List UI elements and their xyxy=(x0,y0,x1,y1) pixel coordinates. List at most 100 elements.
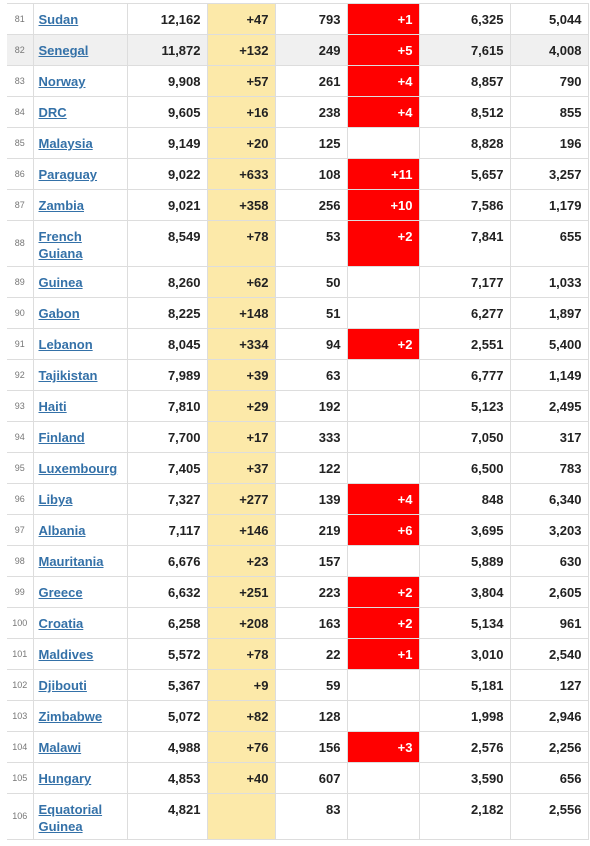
total-deaths-cell: 793 xyxy=(274,3,348,35)
country-cell: Lebanon xyxy=(32,328,128,360)
country-link[interactable]: Malawi xyxy=(38,740,82,755)
active-cases-cell: 6,340 xyxy=(509,483,589,515)
new-deaths-cell: +4 xyxy=(346,65,420,97)
country-cell: Mauritania xyxy=(32,545,128,577)
rank-cell: 84 xyxy=(7,96,34,128)
new-cases-cell: +78 xyxy=(206,638,276,670)
table-row: 97 Albania 7,117 +146 219 +6 3,695 3,203 xyxy=(7,514,589,546)
new-cases-cell: +29 xyxy=(206,390,276,422)
recovered-cell: 5,889 xyxy=(418,545,511,577)
active-cases-cell: 2,256 xyxy=(509,731,589,763)
recovered-cell: 5,134 xyxy=(418,607,511,639)
country-link[interactable]: Tajikistan xyxy=(38,368,98,383)
total-cases-cell: 7,327 xyxy=(126,483,208,515)
country-link[interactable]: Djibouti xyxy=(38,678,87,693)
rank-cell: 104 xyxy=(7,731,34,763)
recovered-cell: 6,325 xyxy=(418,3,511,35)
country-link[interactable]: Zimbabwe xyxy=(38,709,103,724)
new-cases-cell: +40 xyxy=(206,762,276,794)
country-cell: Albania xyxy=(32,514,128,546)
country-link[interactable]: Mauritania xyxy=(38,554,104,569)
table-row: 98 Mauritania 6,676 +23 157 5,889 630 xyxy=(7,545,589,577)
table-row: 88 French Guiana 8,549 +78 53 +2 7,841 655 xyxy=(7,220,589,267)
country-link[interactable]: Finland xyxy=(38,430,85,445)
country-cell: Tajikistan xyxy=(32,359,128,391)
country-link[interactable]: DRC xyxy=(38,105,67,120)
country-link[interactable]: Zambia xyxy=(38,198,85,213)
new-cases-cell: +20 xyxy=(206,127,276,159)
new-cases-cell: +17 xyxy=(206,421,276,453)
active-cases-cell: 855 xyxy=(509,96,589,128)
new-cases-cell: +633 xyxy=(206,158,276,190)
country-link[interactable]: Greece xyxy=(38,585,83,600)
country-link[interactable]: Maldives xyxy=(38,647,94,662)
active-cases-cell: 1,179 xyxy=(509,189,589,221)
active-cases-cell: 1,033 xyxy=(509,266,589,298)
country-link[interactable]: Paraguay xyxy=(38,167,98,182)
new-deaths-cell: +4 xyxy=(346,96,420,128)
country-cell: Zimbabwe xyxy=(32,700,128,732)
country-link[interactable]: Croatia xyxy=(38,616,84,631)
rank-cell: 99 xyxy=(7,576,34,608)
rank-cell: 105 xyxy=(7,762,34,794)
active-cases-cell: 2,556 xyxy=(509,793,589,840)
country-link[interactable]: Equatorial Guinea xyxy=(38,802,103,834)
country-link[interactable]: Norway xyxy=(38,74,86,89)
country-cell: Senegal xyxy=(32,34,128,66)
rank-cell: 103 xyxy=(7,700,34,732)
new-cases-cell: +132 xyxy=(206,34,276,66)
total-cases-cell: 6,676 xyxy=(126,545,208,577)
country-link[interactable]: Lebanon xyxy=(38,337,93,352)
recovered-cell: 7,615 xyxy=(418,34,511,66)
country-link[interactable]: Hungary xyxy=(38,771,92,786)
recovered-cell: 5,181 xyxy=(418,669,511,701)
country-cell: Guinea xyxy=(32,266,128,298)
country-link[interactable]: French Guiana xyxy=(38,229,83,261)
country-cell: Greece xyxy=(32,576,128,608)
recovered-cell: 5,657 xyxy=(418,158,511,190)
total-deaths-cell: 256 xyxy=(274,189,348,221)
recovered-cell: 6,277 xyxy=(418,297,511,329)
new-deaths-cell: +11 xyxy=(346,158,420,190)
country-cell: Gabon xyxy=(32,297,128,329)
country-link[interactable]: Haiti xyxy=(38,399,67,414)
new-deaths-cell xyxy=(346,545,420,577)
rank-cell: 89 xyxy=(7,266,34,298)
country-link[interactable]: Malaysia xyxy=(38,136,93,151)
table-body: 81 Sudan 12,162 +47 793 +1 6,325 5,044 82 Senegal… xyxy=(7,3,589,840)
total-deaths-cell: 108 xyxy=(274,158,348,190)
total-cases-cell: 6,258 xyxy=(126,607,208,639)
country-link[interactable]: Albania xyxy=(38,523,86,538)
new-cases-cell: +146 xyxy=(206,514,276,546)
active-cases-cell: 961 xyxy=(509,607,589,639)
recovered-cell: 8,857 xyxy=(418,65,511,97)
new-deaths-cell: +2 xyxy=(346,220,420,267)
country-link[interactable]: Luxembourg xyxy=(38,461,118,476)
rank-cell: 97 xyxy=(7,514,34,546)
total-cases-cell: 7,405 xyxy=(126,452,208,484)
table-row: 96 Libya 7,327 +277 139 +4 848 6,340 xyxy=(7,483,589,515)
new-deaths-cell xyxy=(346,793,420,840)
total-deaths-cell: 125 xyxy=(274,127,348,159)
total-cases-cell: 9,908 xyxy=(126,65,208,97)
new-deaths-cell: +4 xyxy=(346,483,420,515)
table-row: 82 Senegal 11,872 +132 249 +5 7,615 4,008 xyxy=(7,34,589,66)
rank-cell: 98 xyxy=(7,545,34,577)
new-cases-cell: +148 xyxy=(206,297,276,329)
total-cases-cell: 5,072 xyxy=(126,700,208,732)
table-row: 81 Sudan 12,162 +47 793 +1 6,325 5,044 xyxy=(7,3,589,35)
country-link[interactable]: Libya xyxy=(38,492,73,507)
total-deaths-cell: 156 xyxy=(274,731,348,763)
new-deaths-cell xyxy=(346,266,420,298)
table-row: 101 Maldives 5,572 +78 22 +1 3,010 2,540 xyxy=(7,638,589,670)
new-cases-cell: +251 xyxy=(206,576,276,608)
countries-table: 81 Sudan 12,162 +47 793 +1 6,325 5,044 82 Senegal… xyxy=(7,3,589,840)
country-link[interactable]: Guinea xyxy=(38,275,83,290)
rank-cell: 90 xyxy=(7,297,34,329)
new-cases-cell: +57 xyxy=(206,65,276,97)
total-deaths-cell: 223 xyxy=(274,576,348,608)
country-link[interactable]: Sudan xyxy=(38,12,79,27)
rank-cell: 88 xyxy=(7,220,34,267)
country-link[interactable]: Gabon xyxy=(38,306,80,321)
country-link[interactable]: Senegal xyxy=(38,43,89,58)
